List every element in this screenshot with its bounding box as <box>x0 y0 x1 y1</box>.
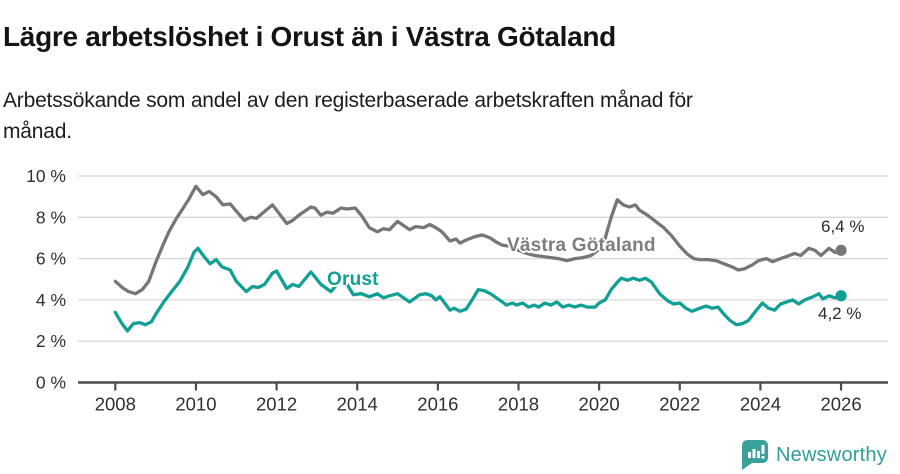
x-axis-tick-label: 2008 <box>95 394 136 415</box>
chart-subtitle: Arbetssökande som andel av den registerb… <box>3 89 693 143</box>
newsworthy-logo-text: Newsworthy <box>776 443 887 466</box>
y-axis-tick-label: 8 % <box>36 207 66 227</box>
end-value-vastra-gotaland: 6,4 % <box>821 217 865 236</box>
x-axis-tick-label: 2024 <box>740 394 781 415</box>
end-dot-orust <box>835 290 847 302</box>
y-axis-tick-label: 6 % <box>36 249 66 269</box>
x-axis-tick-label: 2022 <box>659 394 700 415</box>
chart-title: Lägre arbetslöshet i Orust än i Västra G… <box>3 20 616 52</box>
series-label-orust: Orust <box>327 269 379 290</box>
series-label-vastra-gotaland: Västra Götaland <box>507 235 656 256</box>
newsworthy-logo: Newsworthy <box>741 440 887 470</box>
line-orust <box>113 246 843 333</box>
x-axis-tick-label: 2012 <box>256 394 297 415</box>
x-axis-tick-label: 2014 <box>337 394 378 415</box>
line-v-stra-g-taland <box>113 184 843 296</box>
newsworthy-logo-icon <box>742 440 768 470</box>
y-axis-tick-label: 2 % <box>36 331 66 351</box>
y-axis-tick-label: 4 % <box>36 290 66 310</box>
x-axis-tick-label: 2010 <box>175 394 216 415</box>
x-axis-tick-label: 2020 <box>579 394 620 415</box>
y-axis-tick-label: 10 % <box>26 166 66 186</box>
x-axis-tick-label: 2018 <box>498 394 539 415</box>
end-value-orust: 4,2 % <box>818 304 862 323</box>
x-axis-tick-label: 2026 <box>820 394 861 415</box>
y-axis-tick-label: 0 % <box>36 373 66 393</box>
x-axis-tick-label: 2016 <box>417 394 458 415</box>
end-dot-v-stra-g-taland <box>835 244 847 256</box>
